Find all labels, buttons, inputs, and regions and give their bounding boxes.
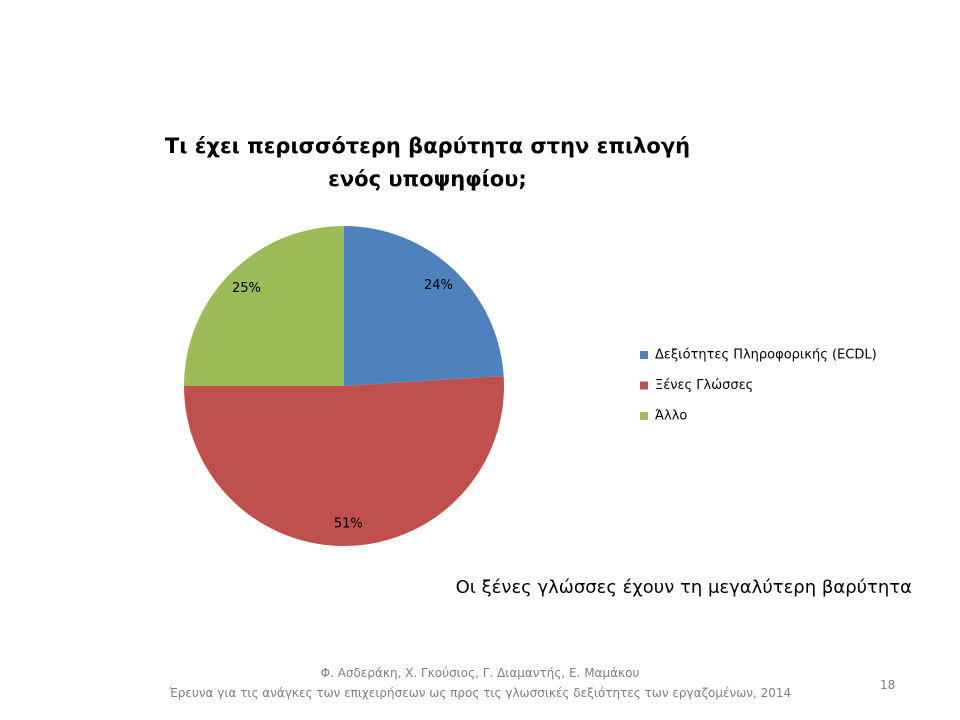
legend-swatch: [640, 381, 648, 390]
pie-slice: [184, 375, 504, 547]
chart-title: Τι έχει περισσότερη βαρύτητα στην επιλογ…: [164, 134, 691, 191]
legend-swatch: [640, 351, 648, 359]
data-label: 51%: [334, 516, 363, 531]
data-label: 24%: [424, 278, 453, 293]
pie-slice: [184, 226, 344, 386]
pie-slice: [344, 226, 504, 386]
caption: Οι ξένες γλώσσες έχουν τη μεγαλύτερη βαρ…: [455, 577, 912, 598]
data-label: 25%: [232, 281, 261, 296]
page-number: 18: [880, 678, 896, 692]
footer-title: Έρευνα για τις ανάγκες των επιχειρήσεων …: [168, 686, 792, 700]
legend-label: Δεξιότητες Πληροφορικής (ECDL): [655, 348, 877, 363]
legend-label: Άλλο: [655, 409, 687, 424]
legend-label: Ξένες Γλώσσες: [655, 378, 753, 393]
legend-swatch: [640, 412, 648, 420]
footer-authors: Φ. Ασδεράκη, Χ. Γκούσιος, Γ. Διαμαντής, …: [320, 666, 640, 680]
